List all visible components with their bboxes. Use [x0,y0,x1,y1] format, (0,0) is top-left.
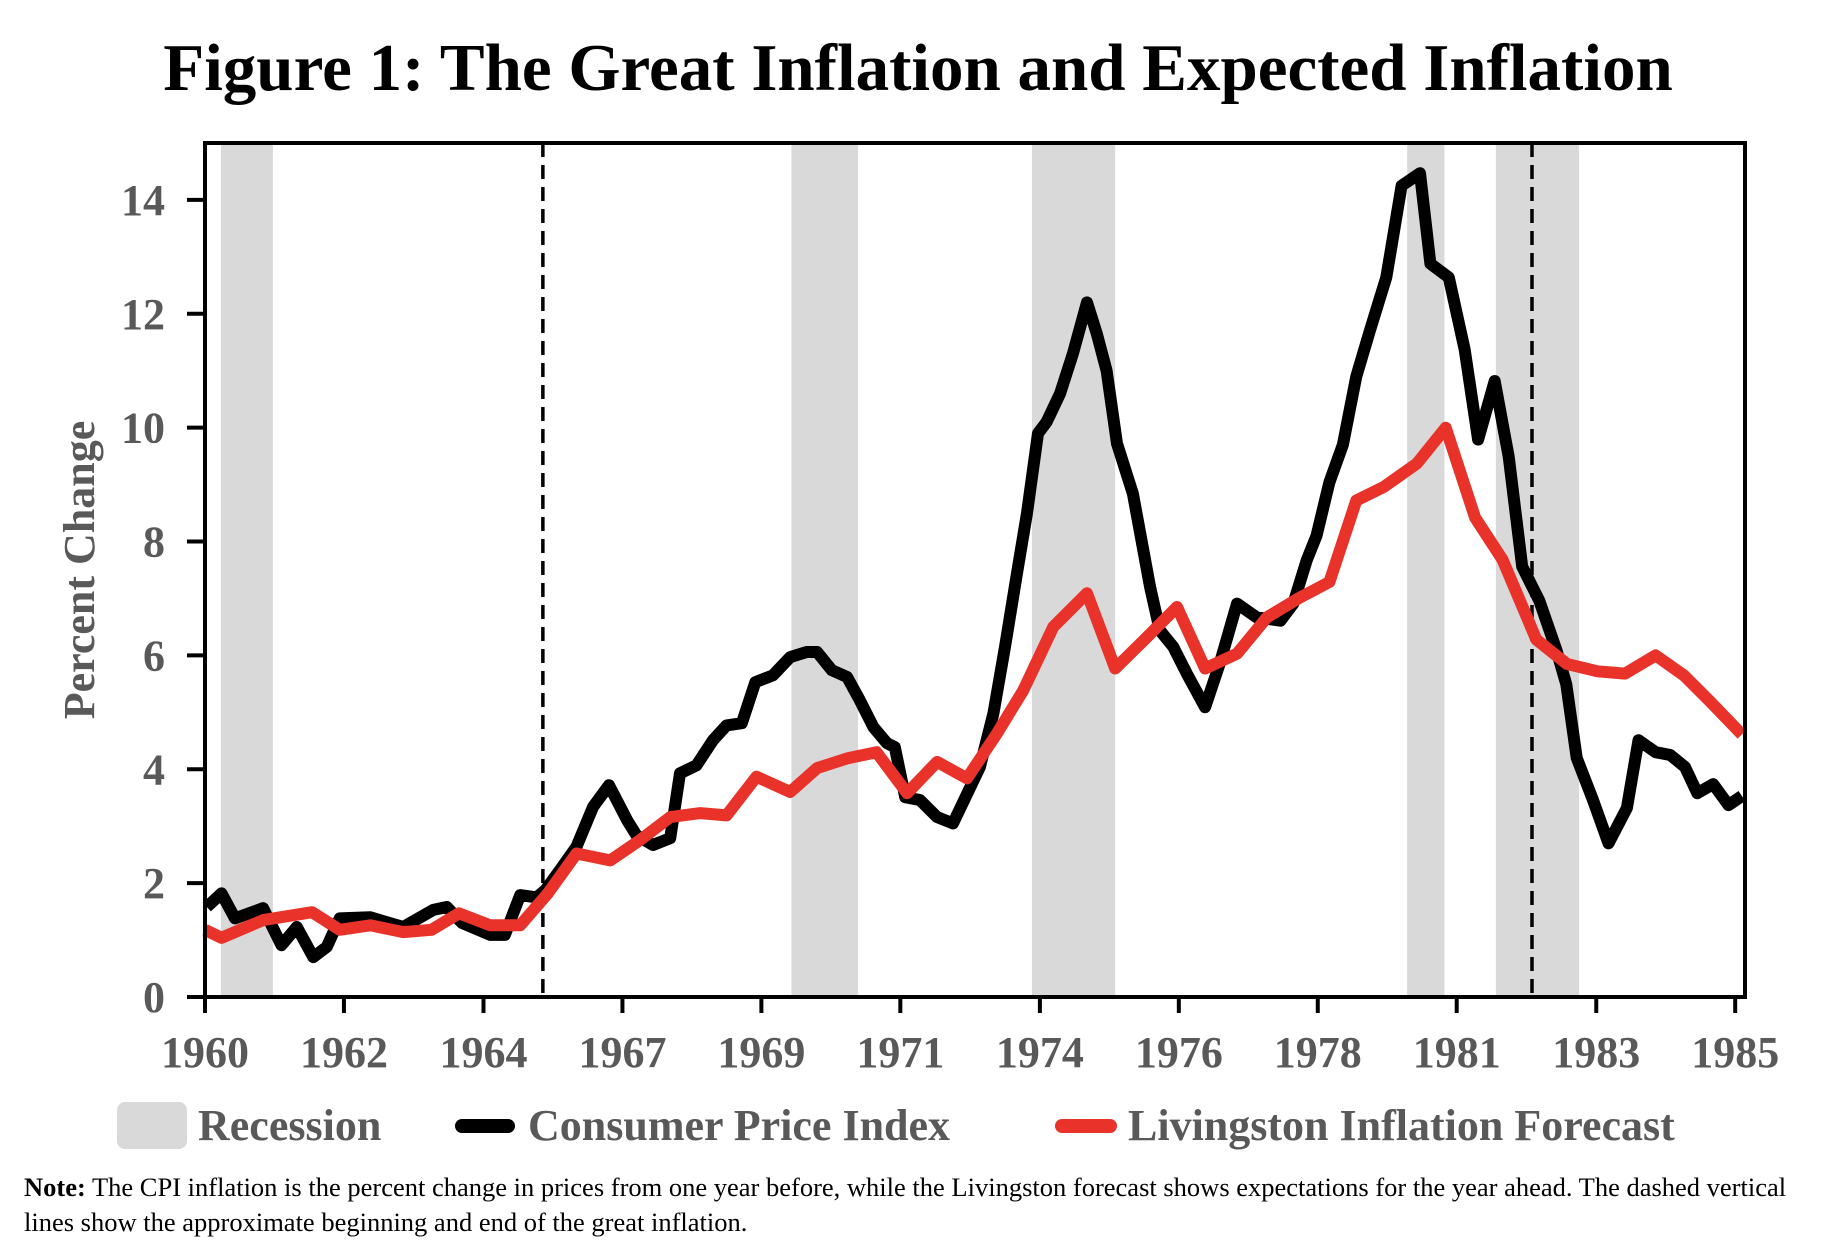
y-tick-label: 10 [121,404,165,453]
x-tick-label: 1964 [439,1028,527,1077]
great-inflation-markers [541,143,1534,997]
figure-note: Note: The CPI inflation is the percent c… [24,1170,1824,1240]
recession-bands [220,143,1580,997]
x-tick-label: 1981 [1413,1028,1501,1077]
cpi-line [202,167,1746,964]
x-tick-label: 1967 [578,1028,666,1077]
recession-band [791,143,859,997]
legend: Recession Consumer Price Index Livingsto… [117,1101,1675,1150]
x-tick-label: 1971 [856,1028,944,1077]
x-tick-label: 1983 [1552,1028,1640,1077]
x-tick-label: 1978 [1274,1028,1362,1077]
legend-label-recession: Recession [198,1101,381,1150]
x-tick-label: 1962 [300,1028,388,1077]
x-tick-label: 1976 [1135,1028,1223,1077]
x-axis-ticks: 1960 1962 1964 1967 1969 1971 1974 1976 1978 1981… [161,997,1779,1077]
series-lines [202,167,1747,964]
y-axis-ticks: 0 2 4 6 8 10 12 14 [121,176,205,1022]
y-tick-label: 14 [121,176,165,225]
recession-band [1031,143,1116,997]
legend-label-cpi: Consumer Price Index [528,1101,950,1150]
y-tick-label: 4 [143,745,165,794]
chart-title: Figure 1: The Great Inflation and Expect… [163,31,1672,105]
y-tick-label: 12 [121,290,165,339]
recession-band [1407,143,1445,997]
note-text: The CPI inflation is the percent change … [24,1172,1787,1237]
y-tick-label: 6 [143,631,165,680]
y-tick-label: 8 [143,518,165,567]
x-tick-label: 1969 [717,1028,805,1077]
x-tick-label: 1974 [996,1028,1084,1077]
x-tick-label: 1985 [1691,1028,1779,1077]
recession-band [220,143,273,997]
note-label: Note: [24,1172,86,1202]
plot-frame [203,141,1747,999]
x-tick-label: 1960 [161,1028,249,1077]
y-axis-title: Percent Change [55,421,104,720]
livingston-forecast-line [202,421,1747,944]
y-tick-label: 2 [143,859,165,908]
legend-label-livingston: Livingston Inflation Forecast [1128,1101,1675,1150]
y-tick-label: 0 [143,973,165,1022]
legend-swatch-recession [117,1102,187,1149]
